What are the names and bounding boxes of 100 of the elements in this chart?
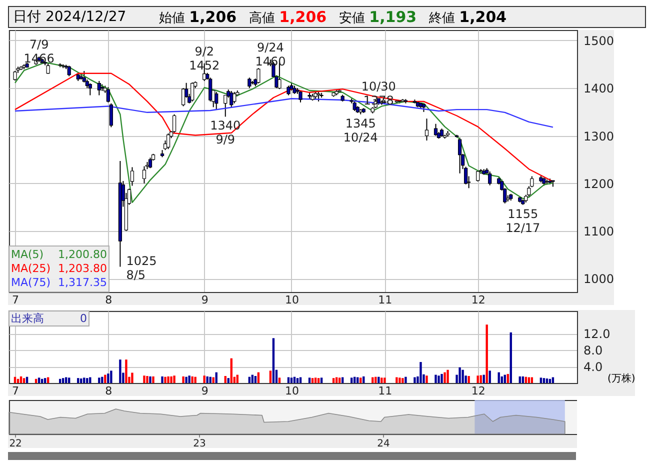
- text: 始値 1,206: [159, 8, 237, 26]
- bar: [530, 377, 534, 383]
- candlestick: [172, 114, 176, 134]
- line-series: [14, 72, 554, 182]
- bar: [362, 376, 365, 383]
- annotation: 9/2 1452: [189, 44, 220, 72]
- bar: [107, 374, 110, 383]
- bar: [458, 367, 461, 383]
- bar: [446, 370, 449, 383]
- bar: [194, 376, 196, 383]
- candlestick: [248, 77, 252, 89]
- bar: [104, 374, 106, 383]
- x-tick-label: 12: [471, 294, 486, 306]
- x-tick-label: 22: [9, 438, 22, 450]
- bar: [482, 374, 485, 383]
- bar: [68, 378, 70, 383]
- candlestick: [208, 77, 212, 102]
- annotation: 0: [80, 312, 87, 325]
- y-tick-label: 1500: [584, 34, 614, 48]
- annotation: 1345 10/24: [343, 116, 378, 144]
- y-tick-label: 1300: [584, 129, 614, 144]
- bar: [131, 372, 134, 383]
- candlestick: [316, 91, 320, 102]
- candlestick: [67, 65, 71, 77]
- bar: [83, 378, 86, 383]
- bar: [380, 378, 383, 383]
- chart-title: 出来高: [11, 312, 44, 325]
- x-tick-label: 23: [193, 438, 206, 450]
- y-tick-label: 1100: [584, 224, 614, 239]
- bar: [518, 376, 521, 383]
- bar: [182, 376, 184, 383]
- x-tick-label: 12: [471, 384, 486, 398]
- bar: [335, 377, 338, 383]
- x-tick-label: 7: [12, 384, 20, 398]
- bar: [185, 376, 188, 383]
- x-tick-label: 9: [201, 294, 208, 306]
- x-tick-label: 24: [377, 438, 390, 450]
- candlestick: [190, 82, 194, 102]
- y-tick-label: 1400: [584, 82, 614, 96]
- bar: [161, 376, 164, 383]
- x-tick-label: 9: [201, 384, 208, 398]
- candlestick: [13, 70, 17, 81]
- bar: [542, 378, 546, 383]
- bar: [510, 332, 512, 383]
- bar: [164, 376, 166, 383]
- bar: [299, 377, 302, 383]
- bar: [44, 378, 46, 383]
- bar: [278, 378, 281, 383]
- bar: [440, 374, 443, 383]
- candlestick: [286, 85, 290, 96]
- bar: [414, 377, 416, 383]
- bar: [101, 376, 104, 383]
- bar: [38, 378, 40, 383]
- bar: [341, 377, 344, 383]
- candlestick: [352, 100, 356, 112]
- annotation: 1155 12/17: [506, 206, 540, 235]
- bar: [311, 378, 314, 383]
- bar: [372, 377, 374, 383]
- bar: [404, 376, 407, 383]
- x-tick-label: 8: [105, 384, 112, 398]
- annotation: 1,200.80: [58, 248, 107, 261]
- x-tick-label: 11: [378, 294, 392, 306]
- bar: [125, 360, 128, 383]
- y-tick-label: 12.0: [584, 327, 610, 342]
- bar: [110, 370, 112, 383]
- bar: [206, 376, 208, 383]
- bar: [396, 377, 398, 383]
- candlestick: [88, 82, 92, 96]
- bar: [314, 378, 317, 383]
- bar: [149, 376, 152, 383]
- text: 安値 1,193: [339, 8, 417, 26]
- bar: [350, 378, 353, 383]
- bar: [173, 376, 176, 383]
- bar: [254, 376, 257, 383]
- bar: [203, 376, 206, 383]
- bar: [167, 376, 170, 383]
- bar: [444, 372, 446, 383]
- bar: [77, 378, 80, 383]
- bar: [224, 376, 226, 383]
- bar: [269, 370, 272, 383]
- bar: [272, 338, 275, 383]
- bar: [152, 376, 154, 383]
- annotation: 1340 9/9: [210, 118, 241, 147]
- bar: [212, 377, 214, 383]
- bar: [98, 378, 100, 383]
- bar: [89, 377, 92, 383]
- candlestick: [488, 170, 492, 186]
- candlestick: [142, 166, 146, 184]
- bar: [356, 377, 359, 383]
- bar: [146, 376, 148, 383]
- bar: [528, 377, 530, 383]
- annotation: 1,317.35: [58, 276, 107, 289]
- y-tick-label: 1000: [584, 272, 614, 286]
- bar: [170, 376, 172, 383]
- bar: [332, 378, 335, 383]
- bar: [290, 378, 293, 383]
- bar: [191, 376, 194, 383]
- text: 終値 1,204: [429, 8, 507, 26]
- x-tick-label: 10: [284, 384, 299, 398]
- bar: [438, 376, 440, 383]
